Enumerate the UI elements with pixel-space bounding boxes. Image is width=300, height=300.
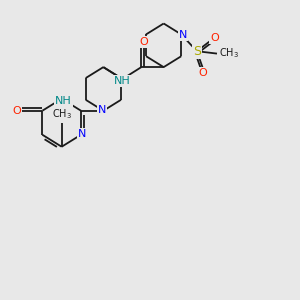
Text: O: O xyxy=(198,68,207,78)
Text: O: O xyxy=(210,33,219,43)
Text: NH: NH xyxy=(114,76,131,86)
Text: O: O xyxy=(13,106,21,116)
Text: O: O xyxy=(139,37,148,47)
Text: S: S xyxy=(193,45,201,58)
Text: CH$_3$: CH$_3$ xyxy=(219,47,239,61)
Text: NH: NH xyxy=(55,96,72,106)
Text: CH$_3$: CH$_3$ xyxy=(52,107,72,121)
Text: N: N xyxy=(98,105,106,115)
Text: N: N xyxy=(179,31,188,40)
Text: N: N xyxy=(78,129,86,139)
